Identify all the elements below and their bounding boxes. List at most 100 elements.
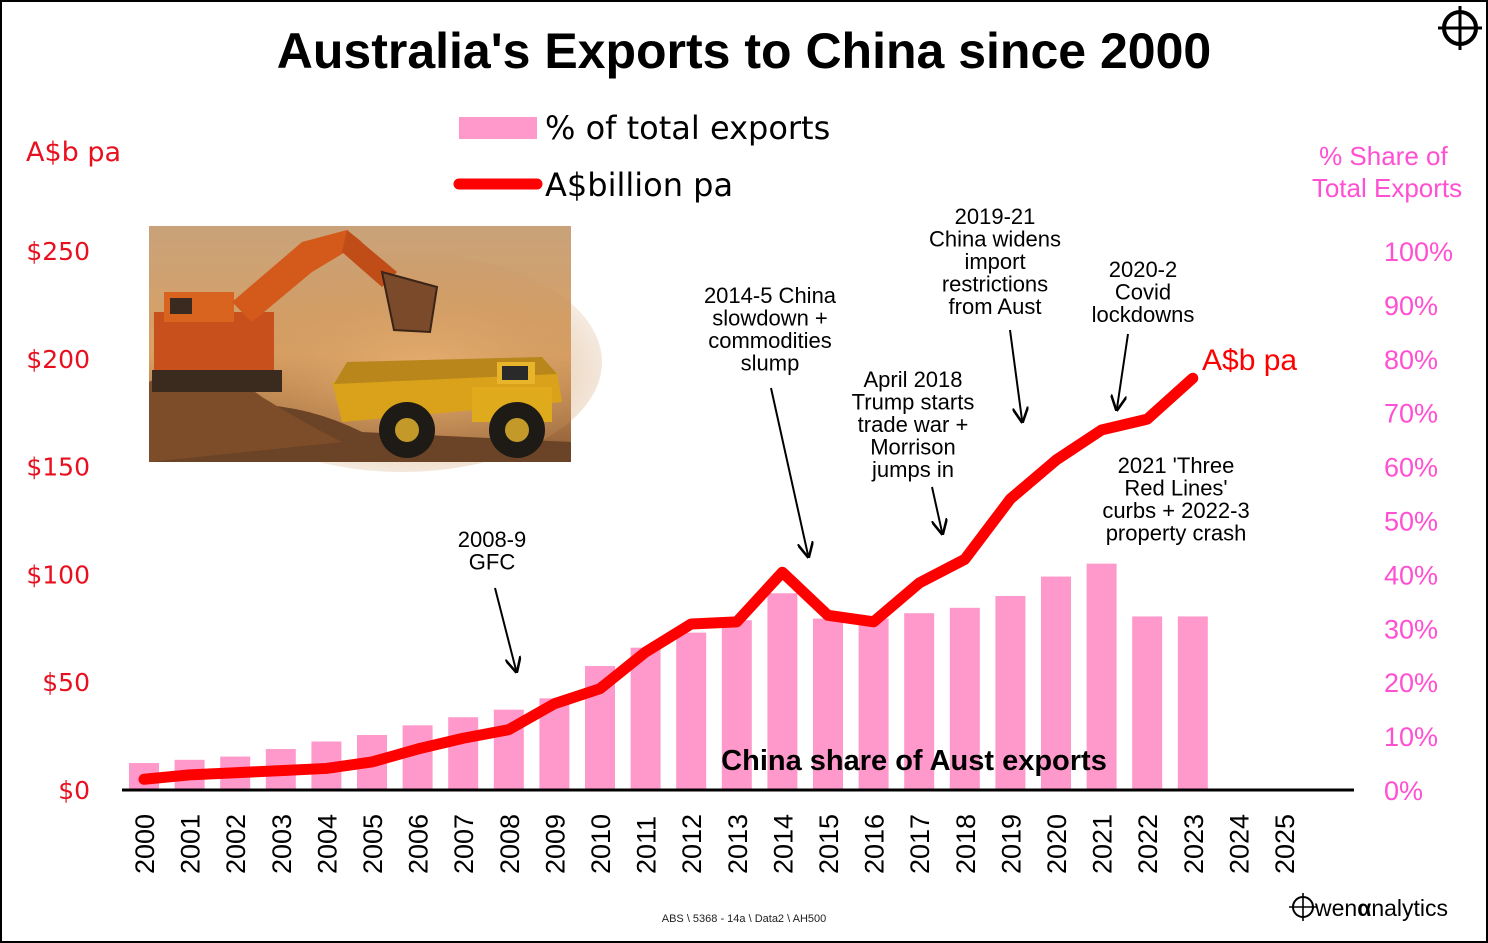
annotation-line: 2014-5 China (704, 283, 837, 308)
crosshair-o-icon (1289, 893, 1317, 921)
x-tick-label: 2000 (130, 814, 160, 874)
x-tick-label: 2010 (586, 814, 616, 874)
x-tick-label: 2014 (768, 814, 798, 874)
line-point (278, 768, 283, 773)
annotation-line: 2019-21 (955, 204, 1036, 229)
bar (858, 618, 889, 790)
x-tick-label: 2016 (860, 814, 890, 874)
x-tick-label: 2001 (176, 814, 206, 874)
line-point (962, 557, 967, 562)
bar (630, 647, 661, 790)
x-tick-label: 2025 (1270, 814, 1300, 874)
x-tick-label: 2018 (951, 814, 981, 874)
legend-entry-bars: % of total exports (545, 109, 830, 147)
line-point (187, 772, 192, 777)
line-point (1190, 376, 1195, 381)
annotation-text: 2014-5 China slowdown + commodities slump (704, 283, 837, 376)
legend-entry-line: A$billion pa (545, 166, 733, 204)
line-point (233, 770, 238, 775)
x-tick-label: 2003 (267, 814, 297, 874)
annotation-text: 2008-9 GFC (458, 527, 527, 575)
bar (1177, 616, 1208, 790)
left-tick-label: $150 (26, 453, 90, 482)
line-point (643, 650, 648, 655)
line-point (1008, 496, 1013, 501)
right-axis-ticks: 0% 10% 20% 30% 40% 50% 60% 70% 80% 90% 100% (1384, 237, 1453, 806)
left-tick-label: $200 (26, 345, 90, 374)
bar (676, 632, 707, 790)
bar-series-label: China share of Aust exports (721, 745, 1107, 777)
brand-logo: wenαnalytics (1289, 893, 1448, 921)
annotation-line: Red Lines' (1124, 476, 1227, 501)
bar (949, 607, 980, 790)
mining-photo (149, 226, 602, 472)
right-tick-label: 20% (1384, 668, 1438, 698)
crosshair-icon (1438, 6, 1482, 50)
x-tick-label: 2006 (404, 814, 434, 874)
annotation-line: China widens (929, 227, 1061, 252)
bar (1041, 576, 1071, 790)
x-tick-label: 2019 (996, 814, 1026, 874)
x-tick-label: 2008 (495, 814, 525, 874)
x-tick-label: 2004 (312, 814, 342, 874)
annotation-arrow (1117, 333, 1129, 408)
bar (721, 620, 752, 790)
bar (448, 717, 479, 790)
left-axis-ticks: $0 $50 $100 $150 $200 $250 (26, 237, 90, 805)
right-axis-label: % Share of Total Exports (1312, 141, 1462, 203)
line-point (826, 613, 830, 618)
line-end-label: A$b pa (1202, 344, 1297, 377)
x-tick-label: 2012 (677, 814, 707, 874)
line-point (506, 727, 511, 732)
bar-series (129, 563, 1208, 790)
line-point (370, 759, 374, 764)
annotation-line: import (964, 249, 1025, 274)
line-point (871, 619, 876, 624)
line-point (415, 747, 420, 752)
annotation-text: 2020-2 Covid lockdowns (1092, 257, 1195, 327)
line-point (142, 777, 146, 782)
left-tick-label: $50 (42, 668, 90, 697)
annotation-line: from Aust (949, 294, 1042, 319)
line-point (1054, 458, 1058, 463)
annotation-text: 2021 'Three Red Lines' curbs + 2022-3 prope… (1102, 453, 1249, 546)
right-tick-label: 0% (1384, 776, 1423, 806)
x-tick-label: 2015 (814, 814, 844, 874)
annotation-arrow (1009, 329, 1022, 420)
line-point (1145, 417, 1150, 422)
x-tick-label: 2005 (358, 814, 388, 874)
right-axis-label-line1: % Share of (1319, 141, 1448, 171)
line-point (917, 581, 922, 586)
x-tick-label: 2002 (221, 814, 251, 874)
x-tick-label: 2017 (905, 814, 935, 874)
left-tick-label: $0 (58, 776, 90, 805)
bar (904, 613, 935, 790)
annotation-line: 2008-9 (458, 527, 527, 552)
line-point (324, 766, 329, 771)
x-tick-label: 2022 (1133, 814, 1163, 874)
annotation-line: slump (741, 351, 800, 376)
left-axis-label: A$b pa (26, 137, 121, 168)
annotation-line: curbs + 2022-3 (1102, 498, 1249, 523)
x-tick-label: 2013 (723, 814, 753, 874)
annotation-line: slowdown + (712, 306, 828, 331)
annotation-line: Morrison (870, 435, 956, 460)
annotation-line: lockdowns (1092, 302, 1195, 327)
right-axis-label-line2: Total Exports (1312, 173, 1462, 203)
bar (995, 595, 1026, 790)
annotation-line: 2020-2 (1109, 257, 1178, 282)
line-point (780, 570, 785, 575)
left-tick-label: $100 (26, 560, 90, 589)
x-axis-ticks: 2000 2001 2002 2003 2004 2005 2006 2007 2008 2009… (130, 814, 1300, 874)
logo-text: wenαnalytics (1314, 895, 1448, 921)
annotation-line: restrictions (942, 272, 1048, 297)
line-path (138, 372, 1199, 785)
right-tick-label: 50% (1384, 507, 1438, 537)
annotation-line: Trump starts (852, 390, 975, 415)
right-tick-label: 70% (1384, 399, 1438, 429)
bar (1132, 616, 1163, 790)
annotation-arrow (494, 587, 516, 670)
line-point (598, 686, 602, 691)
